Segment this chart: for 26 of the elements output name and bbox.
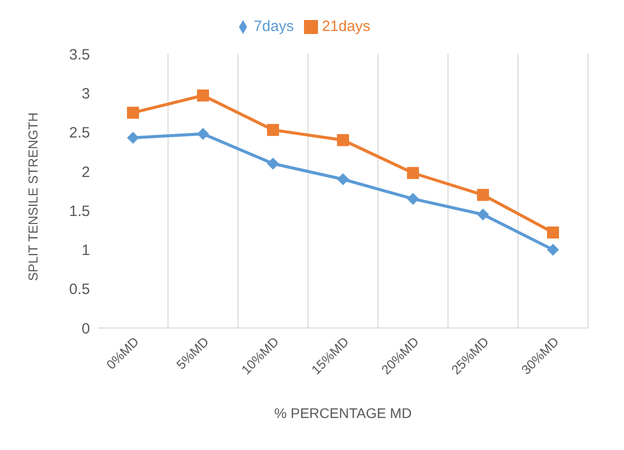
point [267, 124, 279, 136]
point [197, 89, 209, 102]
legend-label: 7days [254, 18, 294, 35]
y-tick-label: 3.5 [69, 46, 90, 64]
legend-label: 21days [322, 18, 370, 35]
point [197, 128, 209, 140]
y-tick-label: 1.5 [69, 202, 90, 220]
point [337, 173, 349, 186]
point [337, 134, 349, 146]
point [127, 106, 139, 119]
y-tick-label: 0.5 [69, 281, 90, 298]
point [477, 208, 489, 220]
y-tick-label: 1 [82, 242, 90, 260]
point [407, 192, 419, 205]
point [477, 188, 489, 201]
x-axis-title: % PERCENTAGE MD [274, 405, 412, 421]
y-tick-label: 2.5 [69, 124, 90, 142]
point [127, 132, 139, 144]
y-tick-label: 3 [82, 85, 90, 102]
point [407, 166, 419, 179]
y-tick-label: 0 [82, 320, 90, 338]
point [547, 244, 559, 256]
y-axis-title: SPLIT TENSILE STRENGTH [26, 112, 41, 281]
point [547, 226, 559, 238]
y-tick-label: 2 [82, 164, 90, 181]
point [267, 158, 279, 170]
